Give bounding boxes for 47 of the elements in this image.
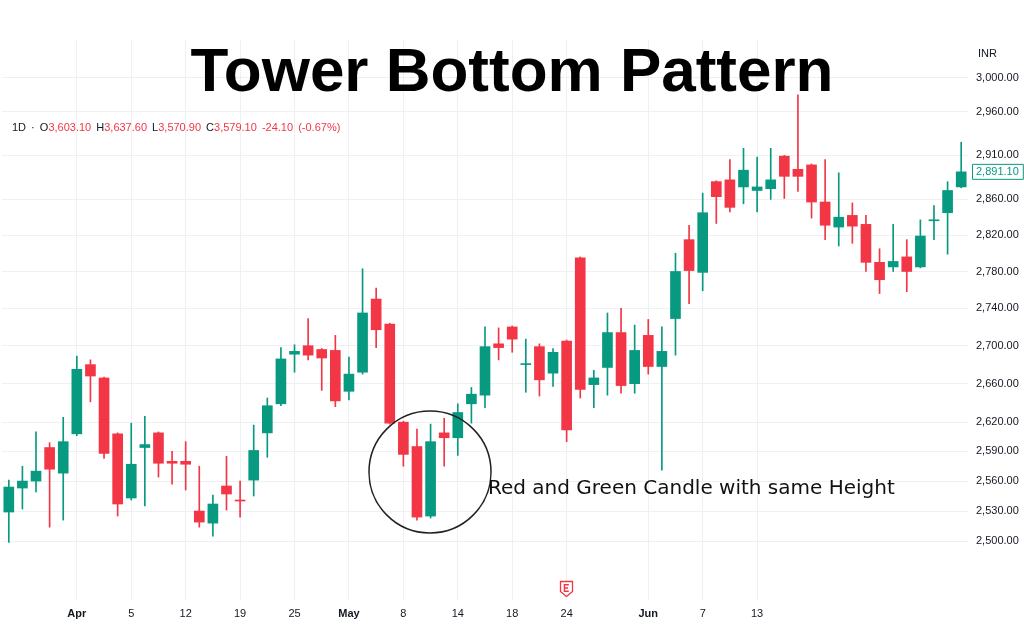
- annotation: Red and Green Candle with same Height: [488, 475, 895, 500]
- x-tick-label: Jun: [638, 606, 659, 619]
- y-tick-label: 2,500.00: [976, 534, 1019, 547]
- candlestick: [520, 338, 532, 393]
- x-tick-label: May: [338, 606, 361, 619]
- y-tick-label: 2,910.00: [976, 148, 1019, 161]
- x-tick-label: 13: [750, 606, 764, 619]
- text: 1D · O3,603.10 H3,637.60 L3,570.90 C3,579.10 -24.10 (-0.67%): [12, 121, 341, 134]
- candlestick: [588, 369, 600, 408]
- candlestick: [139, 416, 151, 507]
- candlestick: [792, 94, 804, 192]
- x-tick-label: Apr: [67, 606, 88, 619]
- y-tick-label: 2,590.00: [976, 444, 1019, 457]
- candlestick: [302, 318, 314, 361]
- x-tick-label: 5: [128, 606, 135, 619]
- y-tick-label: 2,560.00: [976, 474, 1019, 487]
- y-tick-label: 2,960.00: [976, 105, 1019, 118]
- candlestick: [316, 348, 328, 391]
- candlestick: [438, 417, 450, 467]
- y-tick-label: 2,530.00: [976, 504, 1019, 517]
- candlestick: [928, 205, 940, 240]
- x-tick-label: 12: [179, 606, 192, 619]
- x-tick-label: 8: [400, 606, 407, 619]
- chart-title: Tower Bottom Pattern: [190, 35, 834, 104]
- y-tick-label: 2,780.00: [976, 264, 1019, 277]
- y-tick-label: 2,660.00: [976, 376, 1019, 389]
- x-tick-label: 18: [506, 606, 519, 619]
- candlestick: [656, 326, 668, 471]
- candlestick: [765, 147, 777, 200]
- candlestick: [166, 451, 178, 485]
- y-tick-label: 2,620.00: [976, 415, 1019, 428]
- text: 2,891.10: [976, 165, 1019, 178]
- candlestick: [193, 465, 205, 528]
- y-axis-title: INR: [978, 47, 997, 60]
- candlestick: [887, 224, 899, 272]
- candlestick: [180, 441, 192, 491]
- x-tick-label: 25: [288, 606, 301, 619]
- x-tick-label: 7: [699, 606, 706, 619]
- x-tick-label: 19: [233, 606, 247, 619]
- y-tick-label: 3,000.00: [976, 70, 1019, 83]
- y-tick-label: 2,820.00: [976, 228, 1019, 241]
- y-tick-label: 2,740.00: [976, 301, 1019, 314]
- x-tick-label: 14: [451, 606, 464, 619]
- x-tick-label: 24: [560, 606, 573, 619]
- y-tick-label: 2,700.00: [976, 338, 1019, 351]
- y-tick-label: 2,860.00: [976, 192, 1019, 205]
- candlestick: [833, 172, 845, 247]
